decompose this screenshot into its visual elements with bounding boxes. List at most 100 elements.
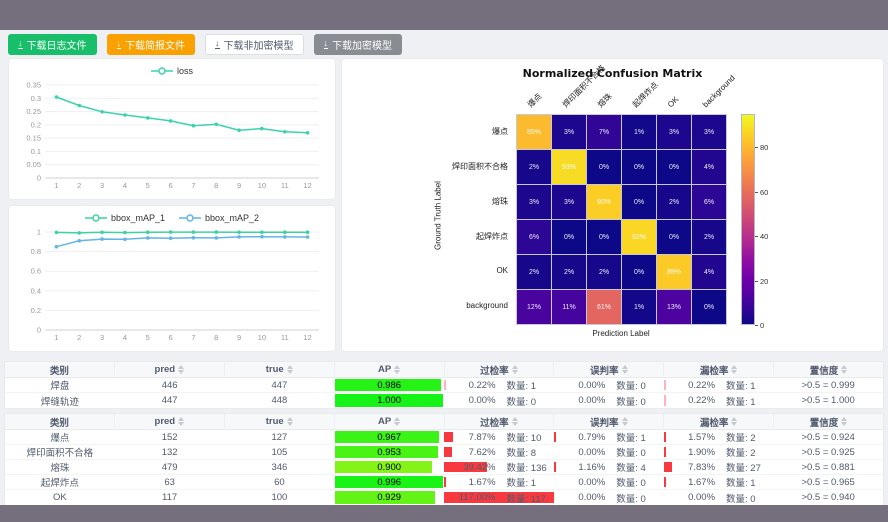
rate-count: 数量: 8 [506,448,537,459]
col-header-6[interactable]: 漏检率 [663,414,773,429]
heatmap-row-label: 焊印面积不合格 [452,162,508,171]
cell-pred: 446 [161,379,178,391]
rate-percent: 0.22% [468,379,496,391]
heatmap-col-label: 熔珠 [595,91,614,110]
sort-carets-icon [731,365,738,374]
colorbar-tick [755,147,758,149]
sort-desc-icon [621,422,628,426]
cell-overdetect-rate: 117.00% 数量: 117 [444,490,554,505]
svg-text:4: 4 [123,333,127,342]
col-header-label: AP [377,364,392,375]
cell-pred: 63 [164,476,175,488]
rate-bar [553,432,556,442]
rate-count: 数量: 4 [616,463,646,474]
sort-desc-icon [178,422,185,426]
rate-percent: 1.16% [578,461,606,473]
col-header-1[interactable]: pred [113,362,224,377]
rate-count: 数量: 0 [616,381,646,392]
heatmap-colorbar [741,114,755,325]
download-button-2[interactable]: ↓ 下载简报文件 [106,33,195,55]
cell-pred: 447 [161,395,178,406]
col-header-4[interactable]: 过检率 [443,362,554,377]
svg-text:12: 12 [303,181,311,190]
sort-asc-icon [394,417,401,421]
rate-bar [444,432,453,442]
rate-bar [663,447,666,457]
ap-value: 0.996 [377,476,402,488]
legend-label: bbox_mAP_2 [205,213,260,223]
cell-class: 熔珠 [50,463,70,474]
legend-item-bbox_mAP_2[interactable]: bbox_mAP_2 [179,213,259,223]
cell-ap: 1.000 [334,393,444,408]
col-header-label: 置信度 [809,365,839,377]
svg-text:9: 9 [237,333,241,342]
col-header-0: 类别 [5,414,114,429]
heatmap-cell: 85% [517,115,551,149]
download-button-4[interactable]: ↓ 下载加密模型 [313,33,402,55]
line-chart-canvas: 00.050.10.150.20.250.30.351 2 3 4 5 6 7 8 9 10 11 1… [26,81,319,190]
col-header-1[interactable]: pred [113,414,224,429]
col-header-label: 类别 [49,417,69,429]
cell-misjudge-rate: 0.00% 数量: 0 [554,378,664,393]
col-header-6[interactable]: 漏检率 [663,362,773,377]
sort-asc-icon [286,417,293,421]
col-header-label: 漏检率 [699,365,729,377]
heatmap-cell: 0% [587,220,621,254]
svg-text:10: 10 [258,333,266,342]
svg-text:4: 4 [123,181,127,190]
download-button-1[interactable]: ↓ 下载日志文件 [8,33,97,55]
sort-asc-icon [621,365,628,369]
col-header-5[interactable]: 误判率 [553,414,663,429]
heatmap-cell: 0% [622,150,656,184]
chart-legend: loss [15,63,329,79]
col-header-5[interactable]: 误判率 [553,362,663,377]
rate-bar [663,432,666,442]
svg-text:11: 11 [281,181,289,190]
cell-miss-rate: 7.83% 数量: 27 [663,460,774,474]
col-header-3[interactable]: AP [333,362,444,377]
ap-bar [335,394,443,407]
svg-text:9: 9 [237,181,241,190]
rate-percent: 0.00% [468,395,496,406]
heatmap-cell: 4% [692,150,726,184]
col-header-2[interactable]: true [223,362,334,377]
col-header-2[interactable]: true [223,414,334,429]
legend-item-bbox_mAP_1[interactable]: bbox_mAP_1 [84,213,165,223]
heatmap-cell: 6% [517,220,551,254]
svg-text:8: 8 [214,181,218,190]
heatmap-cell: 3% [657,115,691,149]
col-header-7[interactable]: 置信度 [773,362,883,377]
cell-misjudge-rate: 0.00% 数量: 0 [554,490,664,505]
rate-count: 数量: 1 [726,478,756,489]
download-button-3[interactable]: ↓ 下载非加密模型 [205,33,304,55]
rate-count: 数量: 0 [616,396,646,408]
col-header-label: 过检率 [480,365,509,377]
rate-bar [444,462,488,472]
col-header-3[interactable]: AP [333,414,444,429]
sort-asc-icon [841,365,848,369]
cell-true: 127 [271,431,288,443]
col-header-4[interactable]: 过检率 [443,414,554,429]
sort-asc-icon [621,417,628,421]
heatmap-cell: 11% [552,290,586,324]
cell-ap: 0.967 [334,430,444,444]
rate-count: 数量: 27 [726,463,761,474]
legend-item-loss[interactable]: loss [150,66,193,76]
cell-misjudge-rate: 0.00% 数量: 0 [554,393,664,408]
svg-text:0.05: 0.05 [26,160,41,169]
col-header-7[interactable]: 置信度 [773,414,883,429]
prediction-label-axis: Prediction Label [592,329,650,338]
ap-value: 0.929 [377,492,402,503]
cell-class: 起焊炸点 [40,478,79,489]
heatmap-cell: 2% [517,150,551,184]
download-button-label: 下载简报文件 [125,40,185,52]
cell-confidence: >0.5 = 1.000 [801,395,855,406]
charts-row: loss 0 0.05 0.1 0.15 0.2 0.25 0.3 0.35 1 2 3 4 5 6 7 8 9 1… [0,58,888,352]
table-row: 熔珠 479 346 0.900 39.42% 数量: 136 1.16% 数量: 4 7.83… [5,460,883,475]
col-header-label: 漏检率 [699,417,729,429]
cell-miss-rate: 1.67% 数量: 1 [663,475,774,489]
rate-percent: 39.42% [463,461,496,473]
colorbar-tick-label: 80 [760,143,769,153]
table-row: 焊缝轨迹 447 448 1.000 0.00% 数量: 0 0.00% 数量: 0 0.22%… [5,393,883,408]
rate-count: 数量: 1 [616,433,646,444]
